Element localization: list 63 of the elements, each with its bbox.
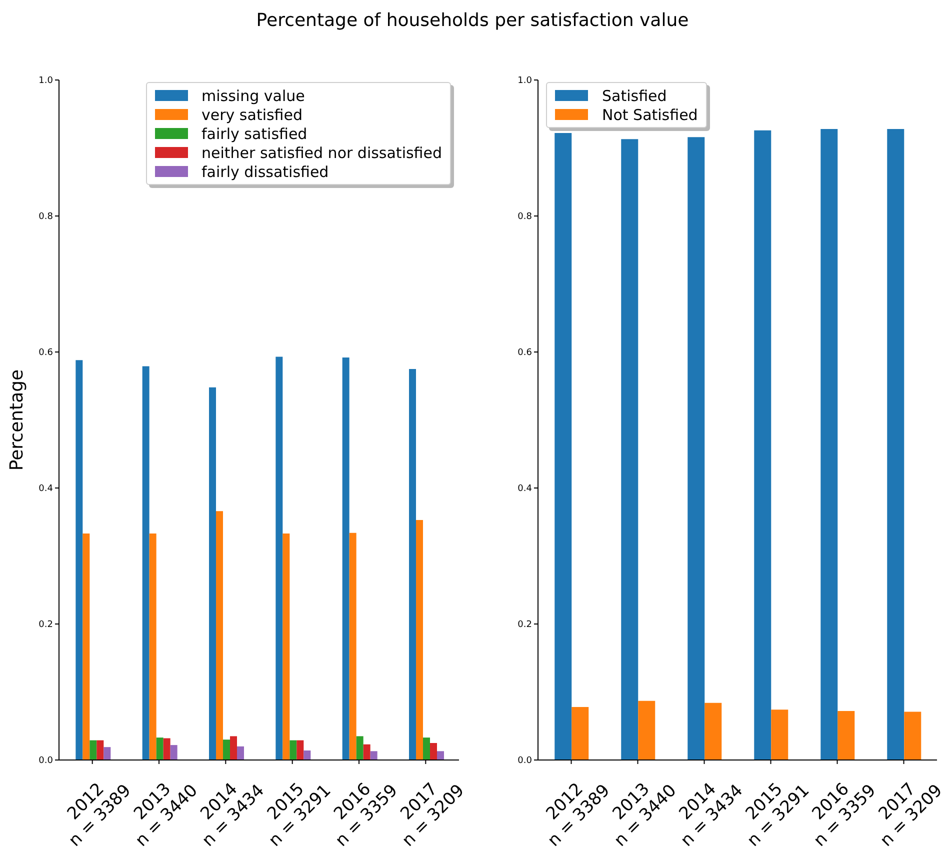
y-tick-label: 0.0: [38, 756, 54, 766]
bar: [149, 534, 156, 760]
bar: [887, 128, 904, 760]
bar: [370, 751, 378, 760]
legend-label: neither satisfied nor dissatisfied: [202, 144, 442, 162]
bar: [296, 740, 304, 760]
y-tick-label: 0.8: [38, 212, 54, 222]
bar: [170, 745, 178, 760]
chart-title: Percentage of households per satisfaction value: [255, 10, 690, 31]
y-tick-label: 1.0: [518, 76, 532, 86]
bar: [621, 139, 638, 760]
bar: [409, 369, 416, 760]
bar: [342, 357, 350, 760]
bar: [304, 750, 311, 760]
bar: [82, 534, 90, 760]
y-axis-title: Percentage: [6, 369, 28, 471]
bar: [276, 356, 283, 760]
bar: [230, 736, 237, 760]
bar: [430, 743, 437, 760]
legend-label: Satisfied: [602, 86, 667, 104]
bar: [356, 736, 364, 760]
y-tick-label: 0.6: [518, 348, 532, 358]
bar: [838, 711, 855, 760]
bar: [156, 738, 164, 760]
bar: [90, 740, 97, 760]
bar: [638, 700, 656, 760]
bar: [904, 712, 922, 760]
bar: [704, 702, 722, 760]
bar: [572, 706, 589, 760]
bar: [688, 137, 705, 760]
legend-label: very satisfied: [202, 106, 303, 124]
bar: [754, 130, 772, 760]
bar: [437, 751, 444, 760]
legend-label: Not Satisfied: [602, 106, 698, 124]
bar: [416, 520, 423, 760]
bar: [290, 740, 297, 760]
bar: [554, 133, 572, 760]
bar: [163, 738, 170, 760]
bar: [96, 740, 104, 760]
y-tick-label: 0.4: [38, 484, 54, 494]
y-tick-label: 0.0: [518, 756, 532, 766]
y-tick-label: 0.4: [518, 484, 532, 494]
bar: [237, 746, 244, 760]
y-tick-label: 1.0: [38, 76, 54, 86]
y-tick-label: 0.2: [38, 620, 53, 630]
y-tick-label: 0.6: [38, 348, 54, 358]
bar: [282, 534, 290, 760]
legend-label: fairly satisfied: [202, 124, 308, 142]
bar: [349, 532, 356, 760]
bar: [363, 744, 370, 760]
y-tick-label: 0.2: [518, 620, 532, 630]
legend-label: missing value: [202, 86, 305, 104]
bar: [216, 511, 223, 760]
bar: [76, 360, 83, 760]
bar: [820, 128, 838, 760]
bar: [209, 387, 216, 760]
legend-label: fairly dissatisfied: [202, 162, 329, 180]
bar: [771, 710, 788, 760]
bar: [142, 366, 150, 760]
y-tick-label: 0.8: [518, 212, 532, 222]
bar: [223, 740, 230, 760]
bar: [104, 747, 111, 760]
bar: [423, 738, 430, 760]
